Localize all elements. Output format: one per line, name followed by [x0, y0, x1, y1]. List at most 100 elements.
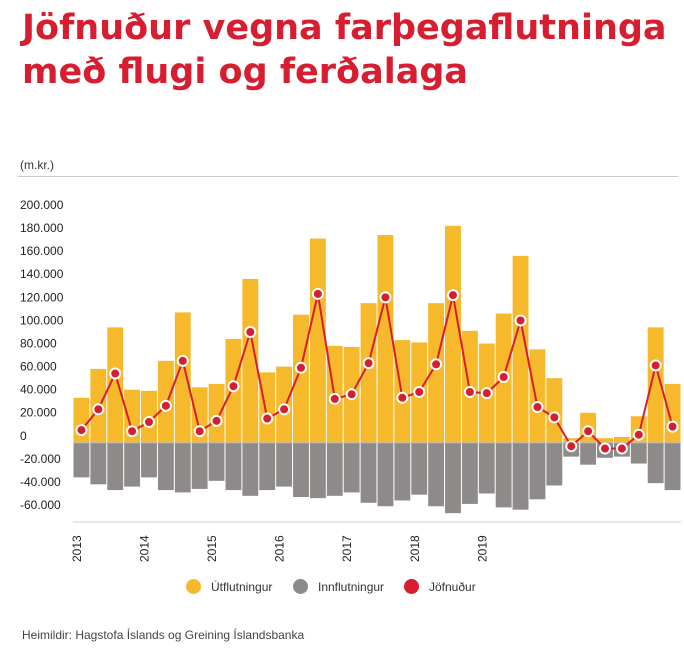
point-jofnudur [75, 424, 88, 437]
bar-innflutningur [377, 442, 394, 507]
bar-innflutningur [191, 442, 208, 489]
bar-innflutningur [647, 442, 664, 484]
legend-swatch-utflutningur [186, 579, 201, 594]
bar-utflutningur [428, 303, 445, 443]
point-jofnudur [615, 442, 628, 455]
point-jofnudur [92, 403, 105, 416]
bar-innflutningur [157, 442, 174, 491]
point-jofnudur [261, 412, 274, 425]
x-year-label: 2013 [70, 535, 84, 562]
bar-utflutningur [597, 438, 613, 443]
y-tick-label: -20.000 [20, 452, 61, 466]
bar-utflutningur [293, 314, 309, 443]
bar-innflutningur [546, 442, 563, 486]
bar-innflutningur [580, 442, 597, 465]
point-jofnudur [548, 411, 561, 424]
bar-utflutningur [242, 278, 259, 443]
bar-innflutningur [343, 442, 360, 493]
point-jofnudur [362, 357, 375, 370]
bar-innflutningur [73, 442, 90, 478]
point-jofnudur [311, 287, 324, 300]
bar-utflutningur [377, 235, 394, 443]
y-tick-label: 80.000 [20, 336, 57, 350]
y-tick-label: 160.000 [20, 244, 64, 258]
bar-innflutningur [107, 442, 124, 491]
point-jofnudur [396, 391, 409, 404]
point-jofnudur [109, 367, 122, 380]
point-jofnudur [143, 416, 155, 428]
bar-utflutningur [309, 238, 326, 443]
point-jofnudur [193, 425, 206, 438]
bar-utflutningur [360, 303, 377, 443]
y-tick-label: 20.000 [20, 406, 57, 420]
legend-item-utflutningur: Útflutningur [186, 579, 272, 594]
bar-innflutningur [293, 442, 309, 497]
legend-item-jofnudur: Jöfnuður [404, 579, 476, 594]
point-jofnudur [278, 403, 291, 416]
legend-label-jofnudur: Jöfnuður [429, 579, 476, 594]
point-jofnudur [497, 371, 510, 383]
bar-utflutningur [445, 225, 461, 443]
y-tick-label: 140.000 [20, 267, 64, 281]
bar-utflutningur [512, 255, 529, 443]
bar-innflutningur [242, 442, 259, 496]
bar-innflutningur [478, 442, 495, 494]
bar-utflutningur [546, 378, 563, 443]
point-jofnudur [666, 420, 679, 433]
y-tick-label: 0 [20, 429, 27, 443]
point-jofnudur [514, 314, 527, 327]
point-jofnudur [159, 399, 172, 412]
bar-utflutningur [174, 312, 191, 443]
x-year-label: 2016 [273, 535, 287, 562]
x-year-label: 2017 [340, 535, 354, 562]
point-jofnudur [244, 326, 257, 338]
y-tick-label: -40.000 [20, 475, 61, 489]
point-jofnudur [565, 440, 578, 453]
point-jofnudur [649, 359, 662, 372]
chart-plot: 200.000 180.000 160.000 140.000 120.000 100.0… [20, 198, 681, 562]
bar-innflutningur [411, 442, 428, 495]
point-jofnudur [210, 414, 223, 427]
bar-innflutningur [512, 442, 529, 510]
x-year-label: 2015 [205, 535, 219, 562]
point-jofnudur [463, 386, 476, 398]
point-jofnudur [126, 425, 139, 438]
x-year-label: 2018 [408, 535, 422, 562]
source-note: Heimildir: Hagstofa Íslands og Greining … [22, 628, 305, 642]
point-jofnudur [413, 386, 426, 398]
top-rule [18, 176, 678, 177]
point-jofnudur [295, 361, 307, 374]
point-jofnudur [176, 354, 189, 367]
bar-utflutningur [107, 327, 124, 443]
y-unit-label: (m.kr.) [20, 158, 54, 172]
bar-innflutningur [174, 442, 191, 493]
bar-utflutningur [208, 383, 225, 443]
point-jofnudur [430, 358, 443, 371]
bar-innflutningur [664, 442, 681, 491]
legend-item-innflutningur: Innflutningur [293, 579, 384, 594]
bar-innflutningur [141, 442, 157, 478]
point-jofnudur [632, 428, 645, 441]
point-jofnudur [447, 289, 459, 302]
bar-innflutningur [495, 442, 512, 508]
bar-innflutningur [276, 442, 293, 487]
chart-title-line-2: með flugi og ferðalaga [22, 52, 468, 92]
bar-innflutningur [461, 442, 478, 504]
point-jofnudur [582, 425, 595, 438]
x-year-label: 2014 [138, 535, 152, 562]
y-tick-label: 100.000 [20, 313, 64, 327]
point-jofnudur [531, 401, 544, 413]
bar-innflutningur [90, 442, 107, 485]
bar-innflutningur [225, 442, 242, 491]
bar-innflutningur [428, 442, 445, 507]
bar-innflutningur [529, 442, 546, 500]
bar-innflutningur [394, 442, 411, 501]
y-tick-label: 40.000 [20, 383, 57, 397]
bar-innflutningur [630, 442, 647, 464]
y-tick-label: -60.000 [20, 498, 61, 512]
bar-utflutningur [664, 383, 681, 443]
y-tick-label: 120.000 [20, 290, 64, 304]
bar-utflutningur [394, 340, 411, 443]
point-jofnudur [227, 380, 240, 393]
bar-utflutningur [259, 372, 276, 443]
